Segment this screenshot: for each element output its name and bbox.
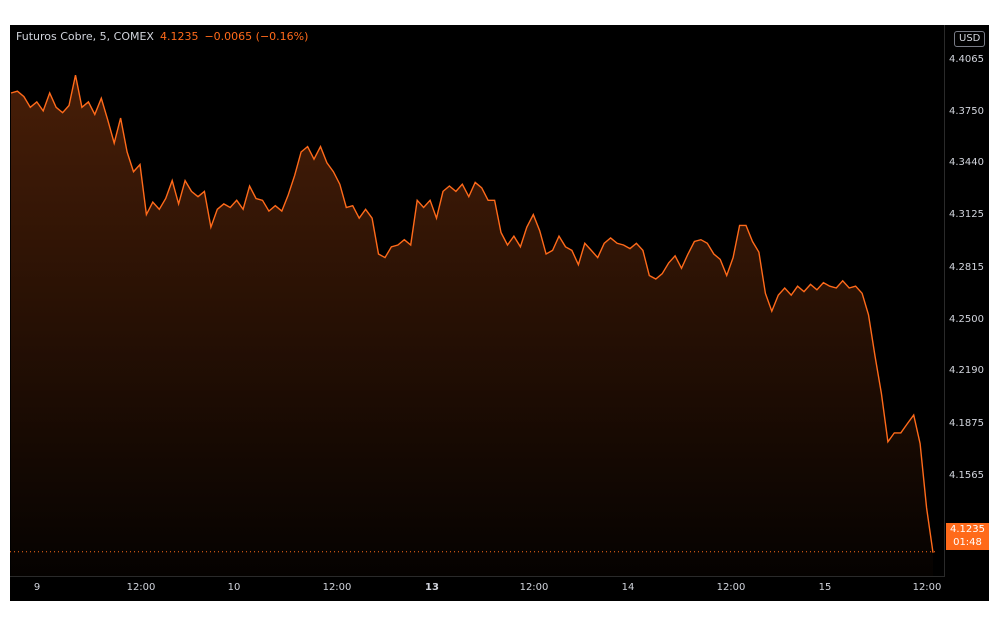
price-axis-label: 4.2190 <box>949 365 984 376</box>
time-axis-label: 12:00 <box>912 582 942 593</box>
chart-frame[interactable]: Futuros Cobre, 5, COMEX 4.1235 −0.0065 (−0… <box>10 25 989 601</box>
time-axis-label: 10 <box>227 582 241 593</box>
plot-area[interactable] <box>10 25 945 577</box>
price-axis-label: 4.2815 <box>949 262 984 273</box>
header-last-price: 4.1235 <box>159 30 199 43</box>
price-area-fill <box>11 75 933 576</box>
time-axis-label: 14 <box>621 582 635 593</box>
time-axis-label: 12:00 <box>519 582 549 593</box>
price-axis-label: 4.1565 <box>949 470 984 481</box>
price-axis-label: 4.2500 <box>949 314 984 325</box>
price-axis-label: 4.1875 <box>949 418 984 429</box>
last-price-tag-price: 4.1235 <box>950 524 985 535</box>
header-price-change: −0.0065 (−0.16%) <box>204 30 309 43</box>
symbol-header: Futuros Cobre, 5, COMEX 4.1235 −0.0065 (−0… <box>16 30 308 43</box>
time-axis-label: 13 <box>425 582 439 593</box>
last-price-tag-countdown: 01:48 <box>953 537 982 548</box>
time-axis-label: 9 <box>33 582 41 593</box>
price-axis-label: 4.4065 <box>949 54 984 65</box>
time-axis-label: 15 <box>818 582 832 593</box>
time-axis-label: 12:00 <box>322 582 352 593</box>
time-axis-label: 12:00 <box>126 582 156 593</box>
price-chart[interactable] <box>10 25 935 576</box>
price-axis-label: 4.3125 <box>949 209 984 220</box>
currency-badge[interactable]: USD <box>954 31 986 47</box>
price-axis-label: 4.3750 <box>949 106 984 117</box>
symbol-name[interactable]: Futuros Cobre, 5, COMEX <box>16 30 154 43</box>
price-line <box>10 74 934 553</box>
price-axis-label: 4.3440 <box>949 157 984 168</box>
time-axis-label: 12:00 <box>716 582 746 593</box>
last-price-tag: 4.1235 01:48 <box>946 523 989 550</box>
